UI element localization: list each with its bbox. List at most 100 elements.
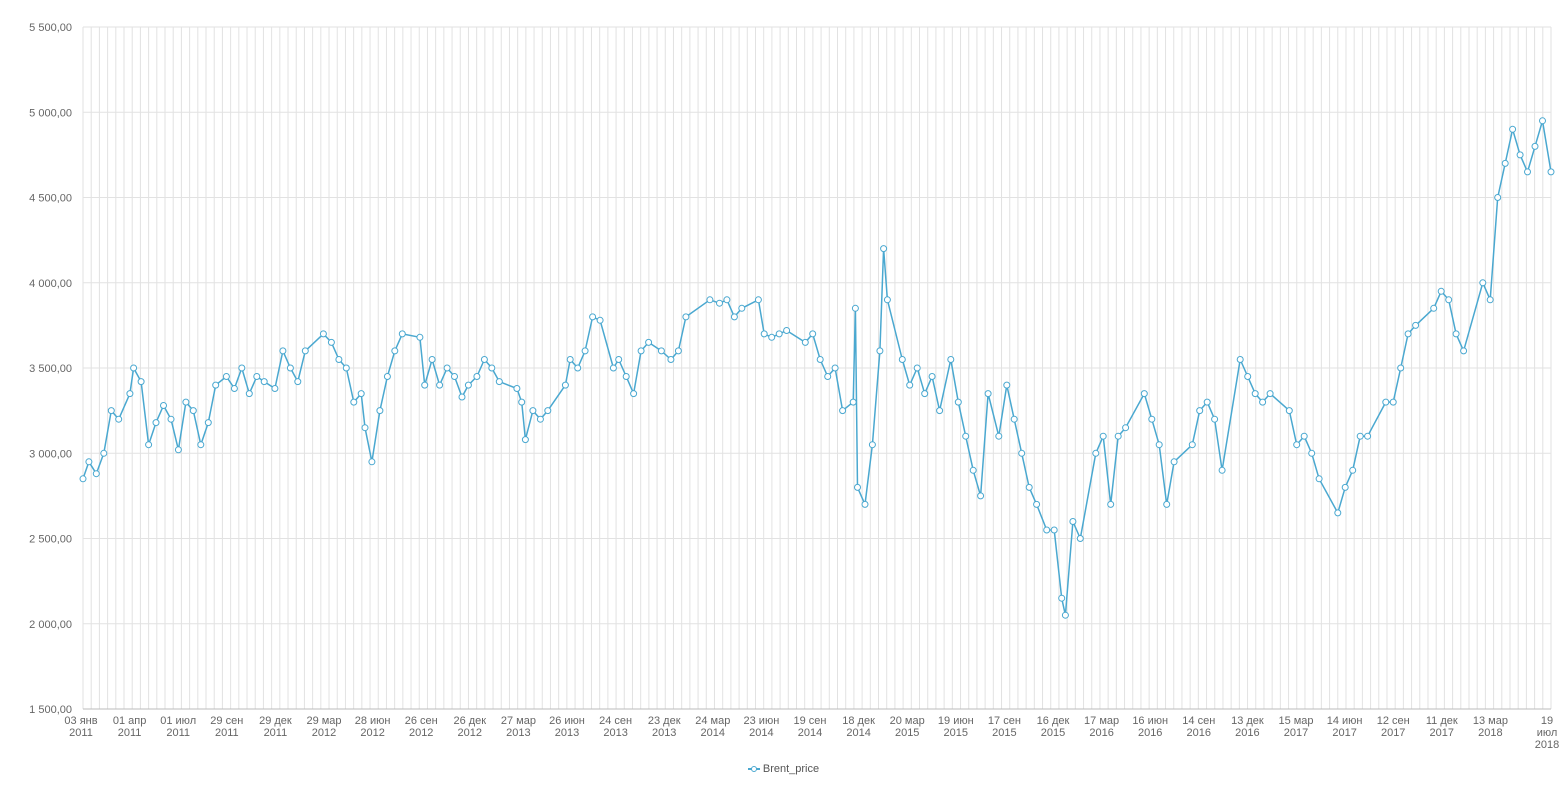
data-point <box>581 347 589 355</box>
x-tick-label: 16 дек 2015 <box>1037 715 1070 739</box>
x-tick-label: 29 дек 2011 <box>259 715 292 739</box>
data-point <box>1486 296 1494 304</box>
data-point <box>1494 194 1502 201</box>
x-tick-label: 23 дек 2013 <box>648 715 681 739</box>
x-tick-label: 12 сен 2017 <box>1377 715 1410 739</box>
x-tick-label: 23 июн 2014 <box>744 715 780 739</box>
data-point <box>921 390 929 398</box>
x-tick-label: 19 сен 2014 <box>794 715 827 739</box>
x-tick-label: 01 июл 2011 <box>160 715 196 739</box>
legend[interactable]: Brent_price <box>0 763 1567 778</box>
data-point <box>1203 398 1211 406</box>
data-point <box>536 415 544 423</box>
data-point <box>1437 287 1445 295</box>
data-point <box>716 299 723 307</box>
data-point <box>383 373 391 380</box>
data-point <box>1412 321 1420 329</box>
data-point <box>645 338 653 346</box>
data-point <box>1033 500 1041 508</box>
data-point <box>126 390 134 398</box>
data-point <box>100 449 108 457</box>
data-point <box>480 356 488 363</box>
data-point <box>260 378 268 386</box>
data-point <box>824 373 832 380</box>
data-point <box>464 381 472 389</box>
data-point <box>92 470 100 478</box>
data-point <box>1300 432 1308 440</box>
x-tick-label: 26 дек 2012 <box>453 715 486 739</box>
data-point <box>271 385 279 392</box>
data-point <box>1285 407 1293 415</box>
x-tick-label: 13 мар 2018 <box>1473 715 1508 739</box>
data-point <box>495 378 503 386</box>
data-point <box>212 381 220 389</box>
data-point <box>984 390 992 398</box>
data-point <box>145 441 153 449</box>
data-point <box>883 296 891 304</box>
data-point <box>137 378 145 386</box>
x-tick-label: 17 сен 2015 <box>988 715 1021 739</box>
data-point <box>1315 475 1323 483</box>
data-point <box>79 475 87 483</box>
data-point <box>954 398 962 406</box>
data-point <box>350 398 358 406</box>
x-tick-label: 29 сен 2011 <box>210 715 243 739</box>
data-point <box>1251 390 1259 398</box>
data-point <box>768 333 776 341</box>
data-point <box>521 436 529 444</box>
x-tick-label: 14 июн 2017 <box>1327 715 1363 739</box>
data-point <box>1524 168 1531 176</box>
data-point <box>1076 535 1084 542</box>
data-point <box>849 398 857 406</box>
data-point <box>294 378 302 386</box>
data-point <box>1092 449 1100 457</box>
data-point <box>1010 415 1018 423</box>
data-point <box>969 466 977 474</box>
legend-label: Brent_price <box>762 763 820 775</box>
y-tick-label: 3 000,00 <box>29 448 72 460</box>
data-point <box>706 296 714 304</box>
x-tick-label: 18 дек 2014 <box>842 715 875 739</box>
data-point <box>197 441 205 449</box>
data-point <box>398 330 406 338</box>
data-point <box>1341 483 1349 491</box>
data-point <box>513 385 521 392</box>
data-point <box>1018 449 1026 457</box>
data-point <box>319 330 327 338</box>
legend-item-brent-price[interactable]: Brent_price <box>747 763 820 775</box>
y-tick-label: 2 000,00 <box>29 619 72 631</box>
data-point <box>1308 449 1316 457</box>
y-tick-label: 4 500,00 <box>29 193 72 205</box>
x-tick-label: 24 сен 2013 <box>599 715 632 739</box>
x-tick-label: 19 июл 2018 <box>1535 715 1559 751</box>
data-point <box>286 364 294 372</box>
data-point <box>609 364 617 372</box>
data-point <box>301 347 309 355</box>
y-tick-label: 2 500,00 <box>29 534 72 546</box>
data-point <box>443 364 451 372</box>
data-point <box>854 483 861 491</box>
x-tick-label: 29 мар 2012 <box>306 715 341 739</box>
y-tick-label: 4 000,00 <box>29 278 72 290</box>
data-point <box>1539 117 1546 125</box>
x-tick-label: 14 сен 2016 <box>1182 715 1215 739</box>
data-point <box>1050 526 1058 534</box>
data-point <box>253 373 261 380</box>
data-point <box>488 364 496 372</box>
data-point <box>518 398 526 406</box>
data-point <box>1531 142 1539 150</box>
data-point <box>1452 330 1460 338</box>
data-point <box>1516 151 1524 159</box>
data-point <box>160 402 167 409</box>
data-point <box>995 432 1003 440</box>
data-point <box>928 373 936 380</box>
data-point <box>839 407 847 415</box>
data-point <box>428 356 436 363</box>
data-point <box>368 458 376 466</box>
data-point <box>1218 466 1226 474</box>
data-point <box>1058 594 1066 602</box>
data-point <box>1196 407 1204 415</box>
data-point <box>1445 296 1453 304</box>
data-point <box>775 330 783 338</box>
data-point <box>876 347 884 355</box>
